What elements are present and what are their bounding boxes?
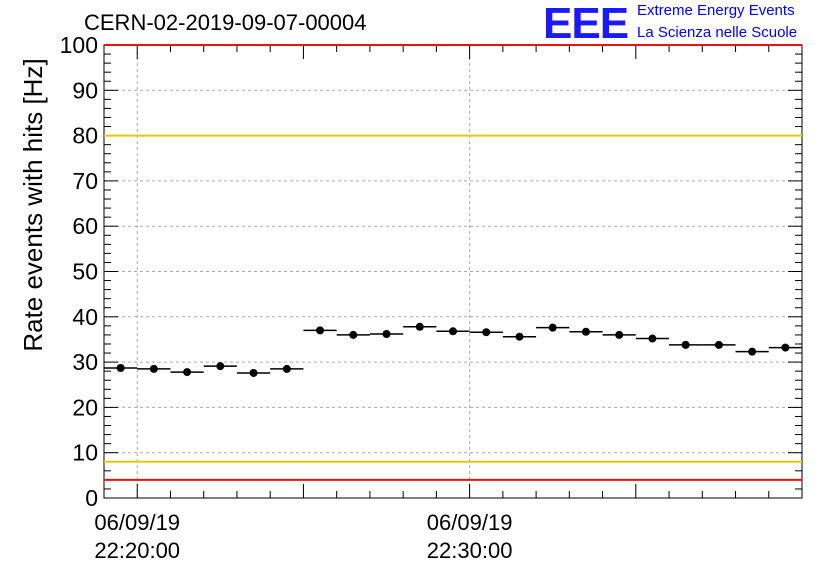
data-point: [249, 368, 258, 377]
y-tick-label: 50: [72, 259, 98, 285]
data-point: [681, 340, 690, 349]
y-tick-label: 90: [72, 77, 98, 103]
data-point: [714, 340, 723, 349]
y-tick-label: 70: [72, 168, 98, 194]
y-tick-label: 80: [72, 123, 98, 149]
data-point: [581, 327, 590, 336]
y-tick-label: 20: [72, 394, 98, 420]
logo-line-1: Extreme Energy Events: [637, 2, 795, 19]
data-point: [316, 326, 325, 335]
data-point: [748, 347, 757, 356]
y-tick-label: 30: [72, 349, 98, 375]
data-point: [216, 362, 225, 371]
y-axis-label: Rate events with hits [Hz]: [18, 58, 48, 352]
data-point: [482, 328, 491, 337]
data-point: [183, 368, 192, 377]
x-tick-date-label: 06/09/19: [94, 510, 180, 535]
data-point: [116, 363, 125, 372]
data-point: [781, 343, 790, 352]
chart-title: CERN-02-2019-09-07-00004: [84, 10, 367, 35]
y-tick-label: 0: [85, 485, 98, 511]
x-tick-time-label: 22:30:00: [427, 538, 513, 563]
logo-line-2: La Scienza nelle Scuole: [637, 24, 798, 41]
y-tick-label: 40: [72, 304, 98, 330]
data-point: [648, 334, 657, 343]
x-tick-time-label: 22:20:00: [94, 538, 180, 563]
data-point: [415, 322, 424, 331]
data-point: [382, 330, 391, 339]
data-point: [282, 364, 291, 373]
data-point: [515, 332, 524, 341]
y-tick-label: 60: [72, 213, 98, 239]
y-tick-label: 10: [72, 440, 98, 466]
data-point: [615, 330, 624, 339]
y-tick-label: 100: [60, 32, 98, 58]
data-point: [349, 330, 358, 339]
data-point: [548, 323, 557, 332]
data-point: [149, 364, 158, 373]
eee-logo: EEE: [543, 0, 629, 48]
x-tick-date-label: 06/09/19: [427, 510, 513, 535]
data-point: [449, 327, 457, 336]
